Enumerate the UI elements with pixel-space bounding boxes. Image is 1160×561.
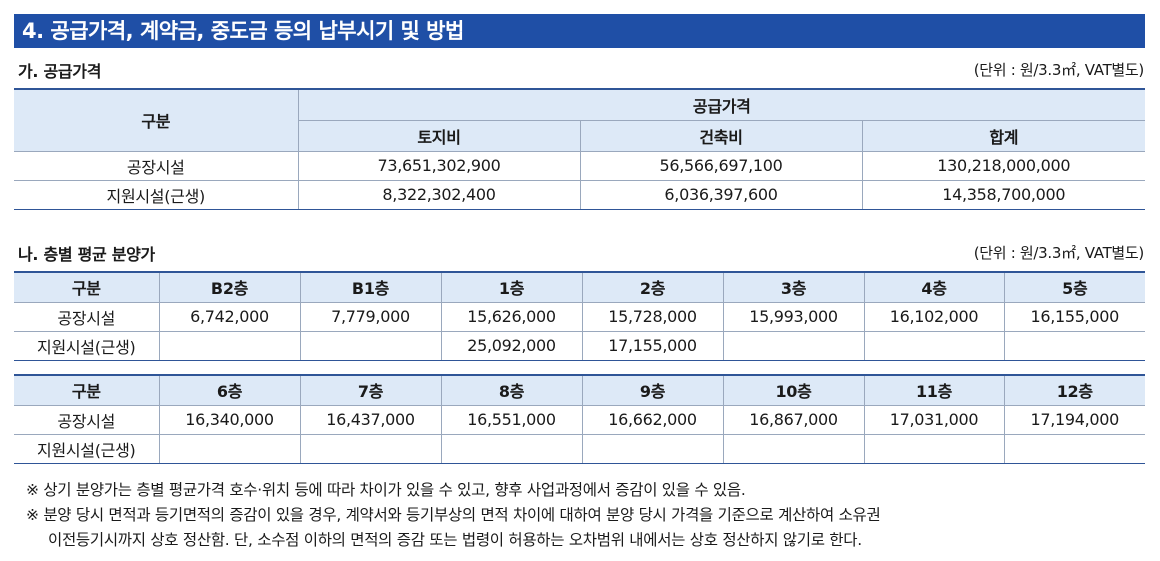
price-cell: 15,626,000 (440, 302, 583, 332)
table-row: 지원시설(근생) (14, 434, 1145, 464)
total-cost: 14,358,700,000 (861, 180, 1146, 210)
header-category: 구분 (14, 88, 299, 152)
header-floor: 4층 (863, 271, 1005, 303)
header-supply-price: 공급가격 (297, 88, 1146, 121)
price-cell: 16,155,000 (1003, 302, 1145, 332)
total-cost: 130,218,000,000 (861, 151, 1146, 181)
price-cell (581, 434, 724, 464)
floor-price-title: 나. 층별 평균 분양가 (18, 245, 155, 264)
price-cell: 6,742,000 (158, 302, 301, 332)
row-label: 지원시설(근생) (14, 434, 160, 464)
floor-price-table-1: 구분 B2층 B1층 1층 2층 3층 4층 5층 공장시설 6,742,000… (14, 271, 1145, 361)
supply-price-title: 가. 공급가격 (18, 62, 102, 81)
header-category: 구분 (14, 374, 160, 406)
table-row: 지원시설(근생) 8,322,302,400 6,036,397,600 14,… (14, 180, 1146, 210)
price-cell (863, 434, 1005, 464)
section-header: 4. 공급가격, 계약금, 중도금 등의 납부시기 및 방법 (14, 14, 1145, 48)
price-cell (299, 434, 442, 464)
floor-price-unit: (단위 : 원/3.3㎡, VAT별도) (973, 244, 1145, 262)
table-row: 공장시설 6,742,000 7,779,000 15,626,000 15,7… (14, 302, 1145, 332)
floor-price-table-2: 구분 6층 7층 8층 9층 10층 11층 12층 공장시설 16,340,0… (14, 374, 1145, 464)
building-cost: 56,566,697,100 (579, 151, 863, 181)
header-floor: 6층 (158, 374, 301, 406)
price-cell: 15,728,000 (581, 302, 724, 332)
price-cell: 17,155,000 (581, 331, 724, 361)
price-cell (299, 331, 442, 361)
header-building: 건축비 (579, 120, 863, 152)
supply-price-unit: (단위 : 원/3.3㎡, VAT별도) (973, 61, 1145, 79)
row-label: 공장시설 (14, 302, 160, 332)
price-cell (158, 331, 301, 361)
price-cell (1003, 331, 1145, 361)
note-line: ※ 상기 분양가는 층별 평균가격 호수·위치 등에 따라 차이가 있을 수 있… (26, 481, 746, 499)
supply-price-table: 구분 공급가격 토지비 건축비 합계 공장시설 73,651,302,900 5… (14, 88, 1146, 210)
header-floor: 11층 (863, 374, 1005, 406)
price-cell (863, 331, 1005, 361)
table-row: 지원시설(근생) 25,092,000 17,155,000 (14, 331, 1145, 361)
row-label: 지원시설(근생) (14, 180, 299, 210)
header-floor: B1층 (299, 271, 442, 303)
price-cell: 16,867,000 (722, 405, 865, 435)
header-floor: 9층 (581, 374, 724, 406)
price-cell (722, 434, 865, 464)
notes: ※ 상기 분양가는 층별 평균가격 호수·위치 등에 따라 차이가 있을 수 있… (26, 478, 881, 553)
table-row: 공장시설 16,340,000 16,437,000 16,551,000 16… (14, 405, 1145, 435)
header-floor: 5층 (1003, 271, 1145, 303)
header-floor: 2층 (581, 271, 724, 303)
header-floor: 7층 (299, 374, 442, 406)
building-cost: 6,036,397,600 (579, 180, 863, 210)
price-cell: 15,993,000 (722, 302, 865, 332)
price-cell: 7,779,000 (299, 302, 442, 332)
price-cell (440, 434, 583, 464)
header-total: 합계 (861, 120, 1146, 152)
price-cell: 16,662,000 (581, 405, 724, 435)
land-cost: 8,322,302,400 (297, 180, 581, 210)
price-cell: 16,102,000 (863, 302, 1005, 332)
header-category: 구분 (14, 271, 160, 303)
note-line: ※ 분양 당시 면적과 등기면적의 증감이 있을 경우, 계약서와 등기부상의 … (26, 506, 881, 524)
header-floor: 3층 (722, 271, 865, 303)
header-floor: B2층 (158, 271, 301, 303)
header-floor: 8층 (440, 374, 583, 406)
price-cell: 17,194,000 (1003, 405, 1145, 435)
price-cell (1003, 434, 1145, 464)
price-cell (158, 434, 301, 464)
price-cell: 16,340,000 (158, 405, 301, 435)
header-floor: 10층 (722, 374, 865, 406)
header-floor: 12층 (1003, 374, 1145, 406)
header-land: 토지비 (298, 120, 581, 152)
price-cell: 25,092,000 (440, 331, 583, 361)
price-cell: 16,551,000 (440, 405, 583, 435)
row-label: 공장시설 (14, 151, 299, 181)
price-cell: 16,437,000 (299, 405, 442, 435)
price-cell (722, 331, 865, 361)
row-label: 지원시설(근생) (14, 331, 160, 361)
table-row: 공장시설 73,651,302,900 56,566,697,100 130,2… (14, 151, 1146, 181)
land-cost: 73,651,302,900 (297, 151, 581, 181)
header-floor: 1층 (440, 271, 583, 303)
row-label: 공장시설 (14, 405, 160, 435)
price-cell: 17,031,000 (863, 405, 1005, 435)
note-line: 이전등기시까지 상호 정산함. 단, 소수점 이하의 면적의 증감 또는 법령이… (48, 531, 862, 549)
